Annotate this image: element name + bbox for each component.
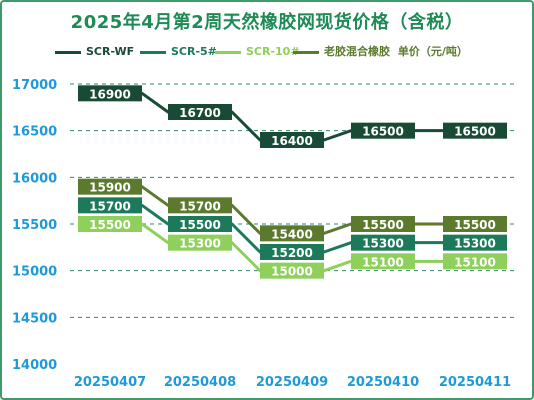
data-label-box	[351, 253, 415, 270]
chart-legend: SCR-WF SCR-5# SCR-10# 老胶混合橡胶 单价（元/吨）	[0, 44, 534, 62]
data-label: 16700	[179, 106, 221, 120]
y-tick-label: 16000	[12, 171, 57, 186]
data-label-box	[260, 225, 324, 242]
data-label-box	[351, 216, 415, 232]
data-label: 16500	[362, 125, 404, 139]
data-label-box	[260, 132, 324, 148]
x-tick-label: 20250411	[439, 375, 511, 390]
data-label: 15400	[271, 227, 313, 241]
data-label: 15300	[362, 237, 404, 251]
y-tick-label: 14500	[12, 311, 57, 326]
data-label-box	[168, 234, 232, 251]
data-label-box	[351, 122, 415, 139]
data-label-box	[78, 178, 142, 195]
unit-label: 单价（元/吨）	[397, 45, 468, 58]
x-tick-label: 20250408	[164, 375, 236, 390]
legend-swatch	[140, 50, 166, 54]
legend-label: SCR-5#	[171, 45, 217, 58]
data-label-box	[443, 122, 507, 139]
data-label: 15900	[89, 181, 131, 195]
y-tick-label: 14000	[12, 358, 57, 373]
data-label-box	[78, 85, 142, 102]
data-label: 16900	[89, 87, 131, 101]
data-label: 15500	[362, 218, 404, 232]
x-tick-label: 20250407	[74, 375, 146, 390]
y-tick-label: 15000	[12, 265, 57, 280]
y-tick-label: 16500	[12, 125, 57, 140]
data-label: 15000	[271, 265, 313, 279]
legend-label: 老胶混合橡胶	[324, 45, 390, 58]
data-label: 15700	[89, 199, 131, 213]
legend-swatch	[215, 50, 241, 54]
data-label-box	[443, 234, 507, 251]
data-label: 15500	[454, 218, 496, 232]
data-label: 16500	[454, 125, 496, 139]
y-tick-label: 15500	[12, 218, 57, 233]
data-label-box	[168, 197, 232, 214]
data-label-box	[168, 104, 232, 120]
legend-item-scr-5: SCR-5#	[140, 44, 217, 60]
legend-item-scr-wf: SCR-WF	[55, 44, 134, 60]
data-label-box	[168, 216, 232, 232]
data-label: 15300	[179, 237, 221, 251]
legend-label: SCR-10#	[246, 45, 300, 58]
data-label: 15100	[362, 255, 404, 269]
data-label-box	[78, 216, 142, 232]
x-tick-label: 20250409	[256, 375, 328, 390]
chart-title: 2025年4月第2周天然橡胶网现货价格（含税）	[70, 12, 464, 33]
y-tick-label: 17000	[12, 78, 57, 93]
legend-swatch	[293, 50, 319, 54]
data-label-box	[260, 262, 324, 279]
data-label: 15200	[271, 246, 313, 260]
x-tick-label: 20250410	[347, 375, 419, 390]
data-label-box	[443, 253, 507, 270]
legend-item-scr-10: SCR-10#	[215, 44, 300, 60]
data-label: 15300	[454, 237, 496, 251]
legend-label: SCR-WF	[86, 45, 135, 58]
data-label: 16400	[271, 134, 313, 148]
legend-swatch	[55, 50, 81, 54]
data-label: 15100	[454, 255, 496, 269]
data-label-box	[351, 234, 415, 251]
data-label-box	[260, 244, 324, 260]
data-label: 15700	[179, 199, 221, 213]
data-label: 15500	[179, 218, 221, 232]
data-label-box	[443, 216, 507, 232]
legend-item-mixed-rubber: 老胶混合橡胶 单价（元/吨）	[293, 44, 468, 60]
data-label-box	[78, 197, 142, 214]
data-label: 15500	[89, 218, 131, 232]
